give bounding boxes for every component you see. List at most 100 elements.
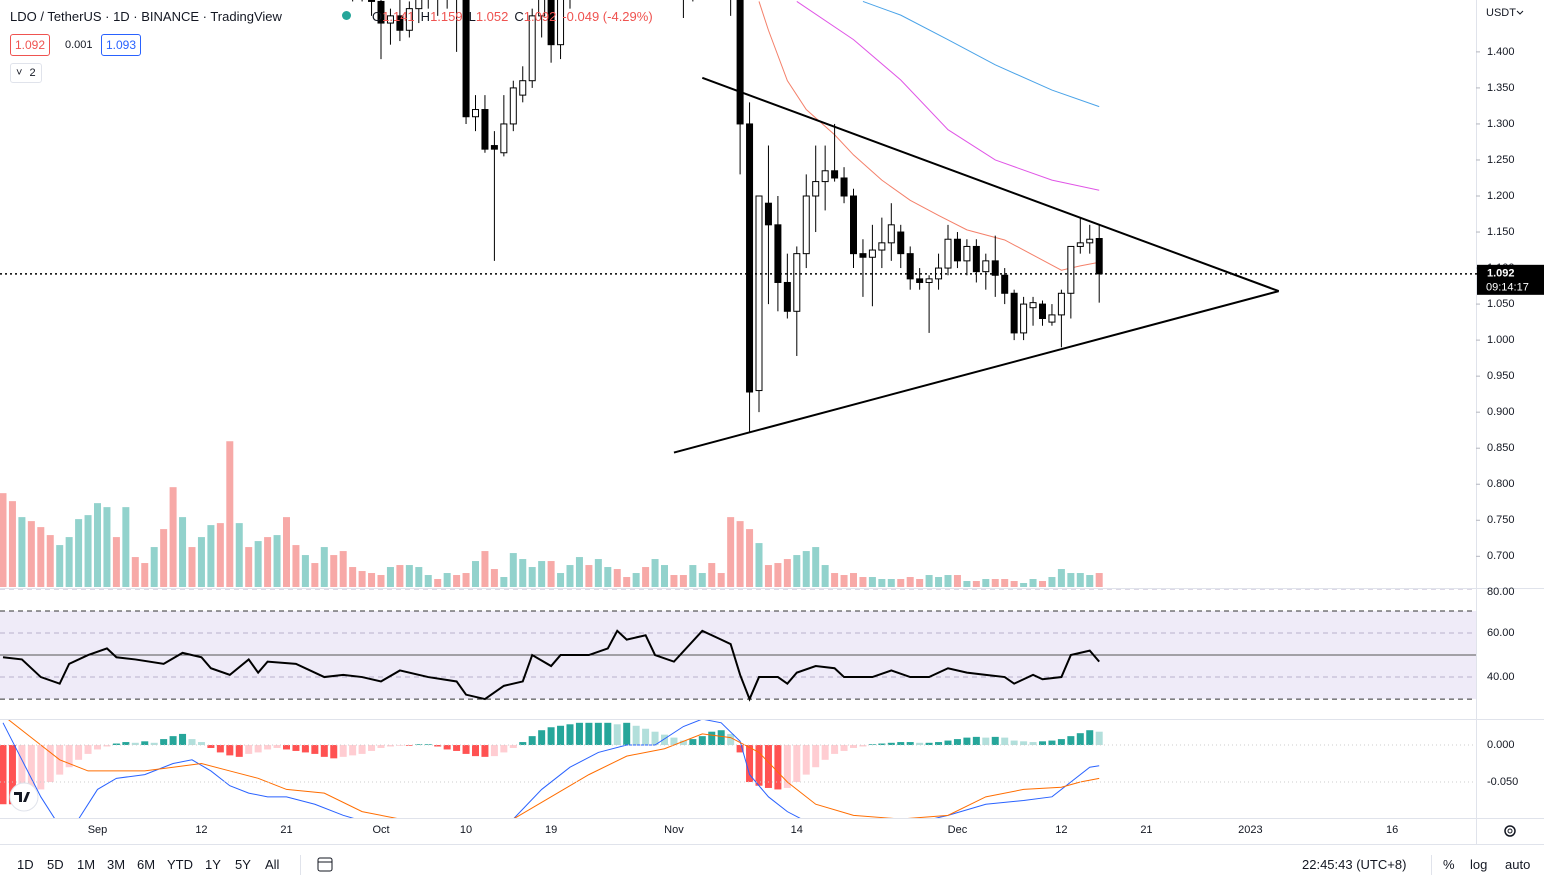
macd-histogram-bar <box>1039 741 1046 746</box>
volume-bar <box>245 547 253 587</box>
ohlc-label: H <box>420 9 431 24</box>
volume-bar <box>594 559 602 587</box>
volume-bar <box>472 561 479 587</box>
macd-histogram-bar <box>793 745 801 783</box>
volume-bar <box>358 571 366 587</box>
scale-option[interactable]: % <box>1443 857 1455 872</box>
volume-bar <box>490 569 498 587</box>
price-label-box <box>1477 264 1544 295</box>
macd-histogram-bar <box>528 736 536 746</box>
candle-body <box>868 249 876 258</box>
macd-histogram-bar <box>235 745 243 757</box>
volume-bar <box>434 579 442 587</box>
macd-histogram-bar <box>1029 742 1037 746</box>
scale-option[interactable]: log <box>1470 857 1488 872</box>
macd-histogram-bar <box>887 742 895 746</box>
volume-bar <box>443 573 451 587</box>
volume-bar <box>708 563 716 587</box>
macd-histogram-bar <box>783 745 791 788</box>
macd-histogram-bar <box>453 745 461 751</box>
candle-body <box>953 238 961 262</box>
volume-bar <box>75 519 83 587</box>
candle-body <box>887 224 895 244</box>
y-tick-label: 1.200 <box>1487 190 1515 202</box>
x-tick-label: Sep <box>88 824 108 836</box>
candle-body <box>1039 303 1046 319</box>
bid-price[interactable]: 1.092 <box>10 34 51 56</box>
macd-histogram-bar <box>953 739 961 746</box>
volume-bar <box>916 579 924 587</box>
candle-body <box>812 181 820 197</box>
candle-body <box>386 15 394 24</box>
y-tick-label: 0.850 <box>1487 442 1515 454</box>
macd-histogram-bar <box>160 739 168 746</box>
volume-bar <box>887 579 895 587</box>
macd-histogram-bar <box>301 745 309 753</box>
ask-price[interactable]: 1.093 <box>101 34 142 56</box>
macd-tick-label: -0.050 <box>1487 776 1518 788</box>
range-button[interactable]: YTD <box>167 857 193 872</box>
macd-histogram-bar <box>37 745 45 790</box>
currency[interactable]: USDT <box>1486 7 1516 19</box>
volume-bar <box>727 517 735 587</box>
range-button[interactable]: All <box>265 857 280 872</box>
range-button[interactable]: 3M <box>107 857 126 872</box>
macd-histogram-bar <box>216 745 224 753</box>
volume-bar <box>8 501 16 587</box>
candle-body <box>396 15 404 31</box>
candle-body <box>1057 292 1065 316</box>
volume-bar <box>1010 581 1018 587</box>
settings-icon[interactable] <box>1504 825 1516 837</box>
macd-histogram-bar <box>283 745 290 750</box>
rsi-tick-label: 60.00 <box>1487 627 1515 639</box>
volume-bar <box>27 521 35 587</box>
rsi-line <box>2 629 1100 702</box>
range-button[interactable]: 1Y <box>205 857 221 872</box>
x-tick-label: 16 <box>1386 824 1398 836</box>
volume-bar <box>1095 573 1103 587</box>
range-button[interactable]: 6M <box>137 857 156 872</box>
scale-option[interactable]: auto <box>1505 857 1531 872</box>
volume-bar <box>821 565 829 587</box>
volume-bar <box>453 575 461 587</box>
market-status[interactable] <box>342 11 351 20</box>
tv-logo <box>9 782 39 812</box>
ohlc-value: 1.052 <box>475 9 509 24</box>
volume-bar <box>141 563 149 587</box>
macd-histogram-bar <box>708 731 716 746</box>
volume-bar <box>65 537 73 587</box>
volume-bar <box>377 575 385 587</box>
candle-body <box>831 170 839 179</box>
volume-bar <box>1048 577 1056 587</box>
volume-bar <box>670 575 678 587</box>
macd-histogram-bar <box>538 730 546 746</box>
macd-histogram-bar <box>500 745 508 753</box>
range-button[interactable]: 5D <box>47 857 64 872</box>
macd-histogram-bar <box>746 745 754 783</box>
symbol-title[interactable]: LDO / TetherUS · 1D · BINANCE · TradingV… <box>10 9 282 24</box>
macd-histogram-bar <box>689 739 697 746</box>
x-tick-label: 2023 <box>1238 824 1262 836</box>
range-button[interactable]: 5Y <box>235 857 251 872</box>
indicator-toggle[interactable]: ˅ 2 <box>10 63 42 83</box>
ohlc-legend: O1.141 H1.159 L1.052 C1.092 -0.049 (-4.29%) <box>372 9 653 24</box>
macd-histogram-bar <box>358 745 366 754</box>
volume-bar <box>604 567 612 587</box>
candle-body <box>1067 245 1075 294</box>
range-button[interactable]: 1M <box>77 857 96 872</box>
volume-bar <box>1001 579 1009 587</box>
macd-histogram-bar <box>566 724 574 746</box>
macd-histogram-bar <box>472 745 479 757</box>
range-button[interactable]: 1D <box>17 857 34 872</box>
candle-body <box>916 278 924 283</box>
volume-bar <box>368 573 376 587</box>
volume-bar <box>764 565 772 587</box>
y-tick-label: 1.050 <box>1487 298 1515 310</box>
ohlc-label: L <box>468 9 476 24</box>
macd-histogram-bar <box>878 743 886 746</box>
macd-histogram-bar <box>292 745 300 751</box>
volume-bar <box>179 517 187 587</box>
clock[interactable]: 22:45:43 (UTC+8) <box>1302 857 1407 872</box>
date-range-icon[interactable] <box>317 857 333 872</box>
macd-histogram-bar <box>264 745 272 750</box>
